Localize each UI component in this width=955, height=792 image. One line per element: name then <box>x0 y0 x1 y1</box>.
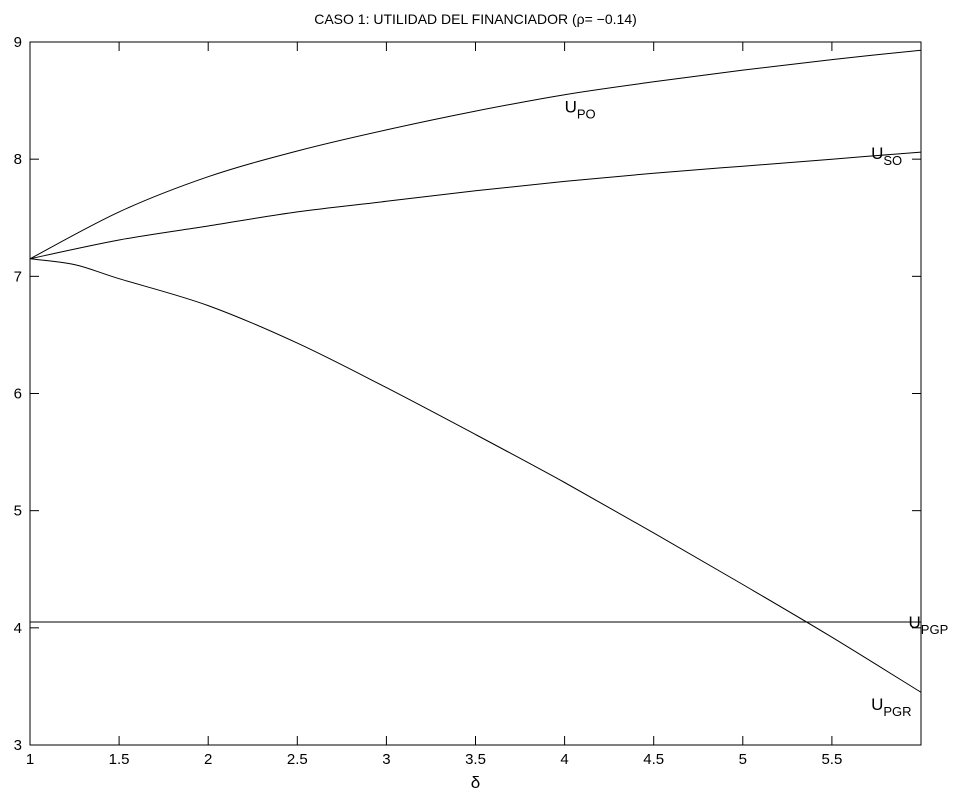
series-line-pgr <box>29 258 922 693</box>
x-tick-label: 4.5 <box>643 751 664 768</box>
y-tick-label: 9 <box>14 34 22 51</box>
x-tick-label: 3.5 <box>465 751 486 768</box>
y-tick-label: 3 <box>14 737 22 754</box>
x-tick-label: 5 <box>739 751 747 768</box>
series-line-so <box>29 151 922 260</box>
plot-series <box>29 49 922 693</box>
x-axis-ticks: 1 1.5 2 2.5 3 3.5 4 4.5 5 5.5 <box>26 42 842 768</box>
chart-title: CASO 1: UTILIDAD DEL FINANCIADOR (ρ= −0.… <box>314 11 637 27</box>
axis-frame <box>29 41 922 746</box>
series-label-pgp: UPGP <box>909 613 949 637</box>
x-tick-label: 2 <box>204 751 212 768</box>
x-tick-label: 5.5 <box>821 751 842 768</box>
y-axis-ticks: 3 4 5 6 7 8 9 <box>14 34 921 754</box>
y-tick-label: 7 <box>14 268 22 285</box>
series-label-so: USO <box>871 144 902 168</box>
y-tick-label: 5 <box>14 503 22 520</box>
y-tick-label: 8 <box>14 151 22 168</box>
x-tick-label: 2.5 <box>287 751 308 768</box>
series-label-po: UPO <box>565 97 596 121</box>
series-labels: UPO USO UPGR UPGP <box>565 97 949 719</box>
x-tick-label: 4 <box>560 751 568 768</box>
series-line-po <box>29 49 922 260</box>
y-tick-label: 6 <box>14 386 22 403</box>
x-tick-label: 3 <box>382 751 390 768</box>
x-tick-label: 1 <box>26 751 34 768</box>
x-axis-label: δ <box>471 773 480 792</box>
series-label-pgr: UPGR <box>871 695 911 719</box>
y-tick-label: 4 <box>14 620 22 637</box>
x-tick-label: 1.5 <box>109 751 130 768</box>
